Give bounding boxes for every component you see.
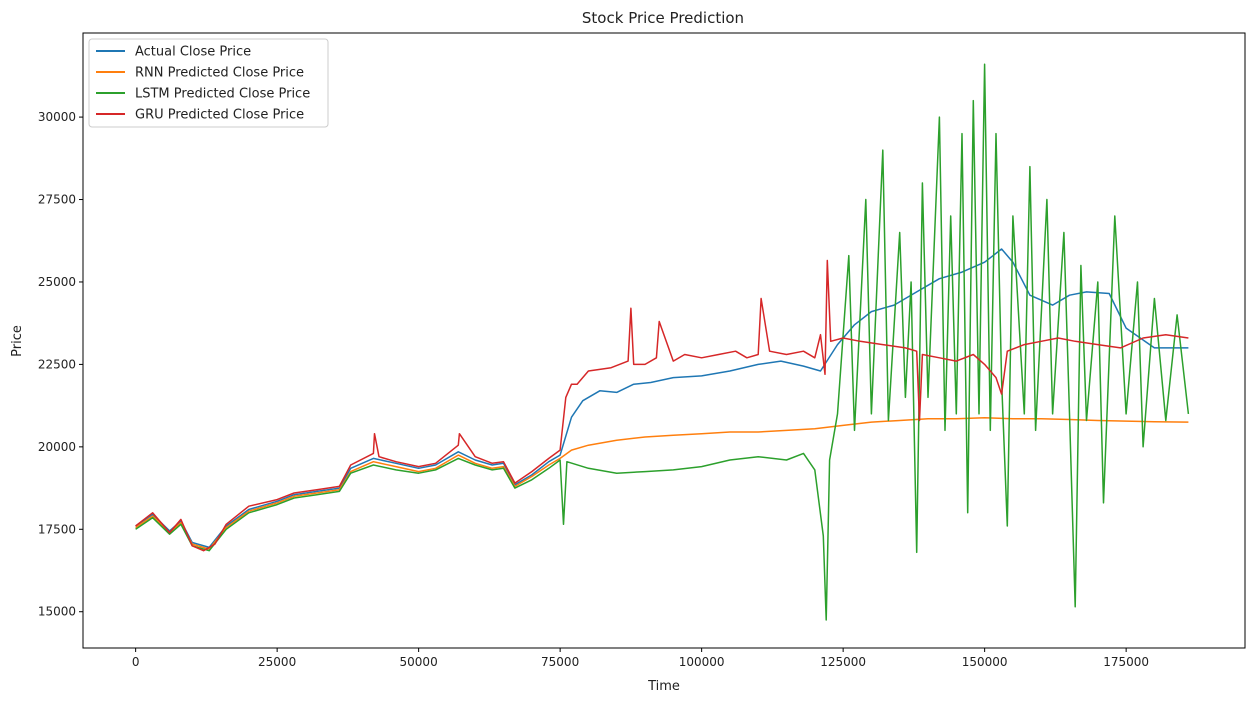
legend-label-2: RNN Predicted Close Price xyxy=(135,66,304,81)
y-tick-label: 25000 xyxy=(38,275,76,289)
y-axis: 15000 17500 20000 22500 25000 27500 30000 xyxy=(38,110,83,619)
x-axis: 0 25000 50000 75000 100000 125000 150000 175000 xyxy=(132,648,1149,669)
x-tick-label: 75000 xyxy=(541,655,579,669)
y-tick-label: 30000 xyxy=(38,110,76,124)
y-axis-label: Price xyxy=(10,325,25,357)
y-tick-label: 17500 xyxy=(38,522,76,536)
x-tick-label: 100000 xyxy=(679,655,725,669)
x-tick-label: 125000 xyxy=(820,655,866,669)
x-tick-label: 150000 xyxy=(962,655,1008,669)
series-line-2 xyxy=(135,417,1189,550)
legend-box xyxy=(88,38,329,128)
y-tick-label: 22500 xyxy=(38,357,76,371)
legend-label-4: GRU Predicted Close Price xyxy=(135,108,304,123)
x-tick-label: 0 xyxy=(132,655,140,669)
x-tick-label: 175000 xyxy=(1103,655,1149,669)
plot-frame xyxy=(82,32,1246,649)
y-tick-label: 15000 xyxy=(38,605,76,619)
x-tick-label: 25000 xyxy=(258,655,296,669)
legend: Actual Close Price RNN Predicted Close Pr… xyxy=(88,38,329,128)
y-tick-label: 27500 xyxy=(38,193,76,207)
x-tick-label: 50000 xyxy=(400,655,438,669)
series-line-4 xyxy=(135,259,1189,552)
series-line-3 xyxy=(135,63,1190,621)
legend-label-3: LSTM Predicted Close Price xyxy=(135,87,310,102)
plot-area xyxy=(135,63,1190,621)
x-axis-label: Time xyxy=(647,679,680,694)
chart-title: Stock Price Prediction xyxy=(582,9,744,27)
legend-label-1: Actual Close Price xyxy=(135,45,251,60)
y-tick-label: 20000 xyxy=(38,440,76,454)
